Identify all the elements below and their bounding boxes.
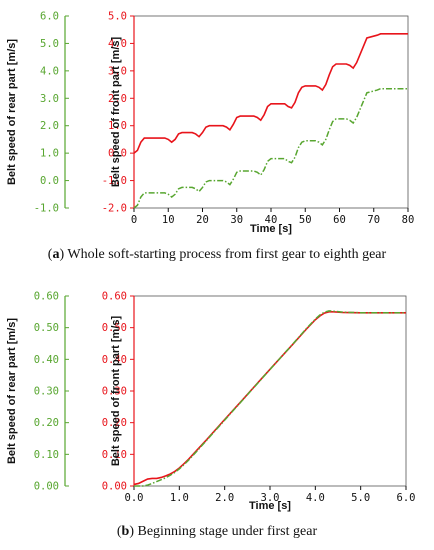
chart-b-x-tick-label: 2.0	[215, 492, 234, 504]
caption-b-letter: b	[121, 524, 130, 539]
chart-b-front-y-tick-label: 0.10	[102, 449, 127, 461]
chart-b-front-speed-series	[133, 311, 406, 486]
chart-b-front-y-tick-label: 0.30	[102, 386, 127, 398]
chart-b-rear-y-tick-label: 0.50	[34, 322, 59, 334]
chart-b-front-y-tick-label: 0.50	[102, 322, 127, 334]
chart-a-front-y-tick-label: -1.0	[102, 175, 127, 187]
chart-a-rear-y-tick-label: -1.0	[34, 203, 59, 215]
chart-b-front-y-tick-label: 0.40	[102, 354, 127, 366]
chart-a-x-tick-label: 30	[230, 214, 243, 226]
chart-a-front-y-tick-label: 4.0	[108, 38, 127, 50]
chart-a-front-y-axis-title: Belt speed of front part [m/s]	[110, 36, 122, 187]
chart-b-x-tick-label: 5.0	[351, 492, 370, 504]
chart-b-rear-y-tick-label: 0.00	[34, 481, 59, 493]
chart-b-front-y-tick-label: 0.60	[102, 291, 127, 303]
chart-a-front-y-tick-label: 5.0	[108, 11, 127, 23]
chart-a-x-tick-label: 40	[265, 214, 278, 226]
chart-b-front-y-tick-label: 0.00	[102, 481, 127, 493]
chart-b-rear-y-tick-label: 0.40	[34, 354, 59, 366]
chart-a-x-tick-label: 70	[367, 214, 380, 226]
chart-a-front-y-tick-label: 3.0	[108, 65, 127, 77]
chart-a-x-tick-label: 20	[196, 214, 209, 226]
chart-b-rear-speed-series	[134, 310, 406, 487]
chart-b-x-tick-label: 3.0	[261, 492, 280, 504]
chart-b-plot-frame	[133, 295, 407, 487]
chart-a-rear-y-tick-label: 6.0	[40, 11, 59, 23]
chart-a-x-tick-label: 80	[402, 214, 415, 226]
caption-a-letter: a	[52, 247, 60, 262]
chart-b-rear-y-tick-label: 0.20	[34, 417, 59, 429]
chart-a-rear-y-tick-label: 4.0	[40, 65, 59, 77]
chart-b-rear-y-tick-label: 0.30	[34, 386, 59, 398]
chart-a-front-speed-series	[133, 33, 408, 154]
chart-a-rear-y-tick-label: 5.0	[40, 38, 59, 50]
caption-a-text: Whole soft-starting process from first g…	[64, 247, 387, 262]
chart-a-front-y-tick-label: 1.0	[108, 120, 127, 132]
chart-a-x-tick-label: 50	[299, 214, 312, 226]
chart-a-rear-y-tick-label: 2.0	[40, 120, 59, 132]
chart-a-x-tick-label: 0	[131, 214, 137, 226]
chart-b-x-axis-title: Time [s]	[249, 500, 291, 512]
caption-a: (a) Whole soft-starting process from fir…	[47, 247, 387, 262]
chart-b-x-tick-label: 4.0	[306, 492, 325, 504]
chart-b-front-y-tick-label: 0.20	[102, 417, 127, 429]
chart-a-front-y-tick-label: -2.0	[102, 203, 127, 215]
chart-b-rear-y-axis-title: Belt speed of rear part [m/s]	[6, 318, 18, 464]
caption-b: (b) Beginning stage under first gear	[116, 524, 318, 539]
chart-a-rear-y-axis-title: Belt speed of rear part [m/s]	[6, 39, 18, 185]
chart-b-x-tick-label: 0.0	[125, 492, 144, 504]
chart-b-rear-y-tick-label: 0.10	[34, 449, 59, 461]
chart-b-rear-y-tick-label: 0.60	[34, 291, 59, 303]
chart-a-x-tick-label: 10	[162, 214, 175, 226]
chart-a-front-y-tick-label: 2.0	[108, 93, 127, 105]
caption-b-text: Beginning stage under first gear	[134, 524, 318, 539]
chart-b-x-tick-label: 6.0	[397, 492, 416, 504]
chart-a-rear-y-tick-label: 0.0	[40, 175, 59, 187]
chart-a-rear-y-tick-label: 3.0	[40, 93, 59, 105]
chart-a-x-tick-label: 60	[333, 214, 346, 226]
chart-b-x-tick-label: 1.0	[170, 492, 189, 504]
chart-a-rear-y-tick-label: 1.0	[40, 148, 59, 160]
chart-a-x-axis-title: Time [s]	[250, 223, 292, 235]
chart-a-rear-speed-series	[133, 87, 408, 209]
chart-a-front-y-tick-label: 0.0	[108, 148, 127, 160]
chart-b-front-y-axis-title: Belt speed of front part [m/s]	[110, 315, 122, 466]
chart-a-plot-frame	[133, 15, 409, 209]
